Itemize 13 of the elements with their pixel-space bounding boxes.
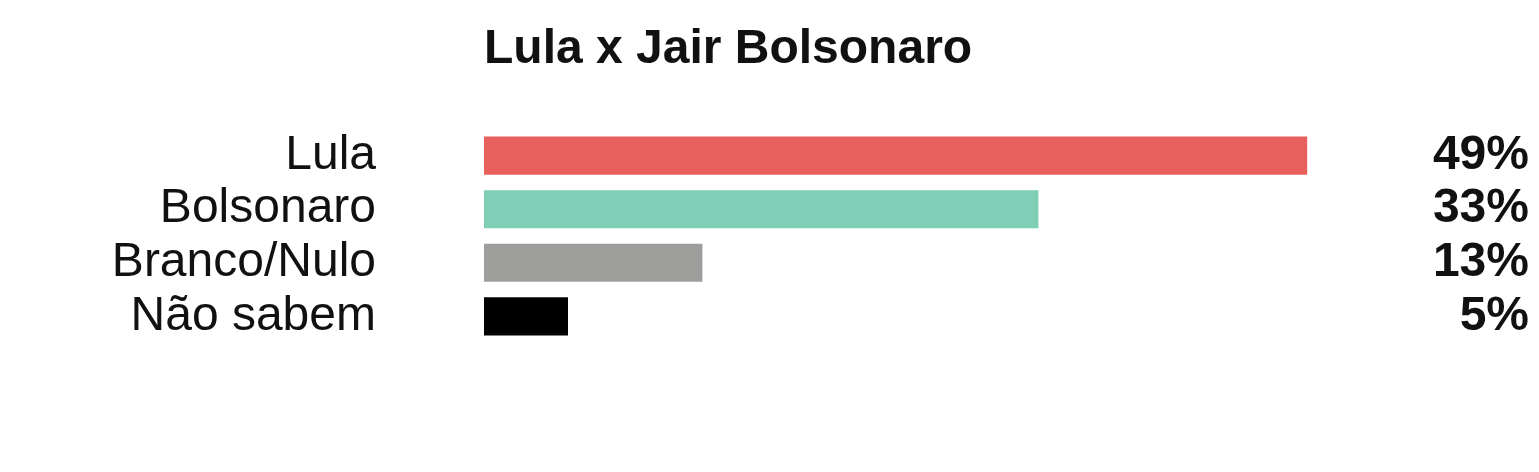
y-tick-label: Lula <box>285 125 377 179</box>
data-label: 33% <box>1432 179 1529 233</box>
y-tick-label: Não sabem <box>130 286 376 340</box>
bar <box>484 297 568 336</box>
chart-title: Lula x Jair Bolsonaro <box>484 20 973 74</box>
data-label: 5% <box>1459 286 1529 340</box>
bar <box>484 190 1039 229</box>
bar <box>484 243 703 282</box>
data-label: 49% <box>1432 125 1529 179</box>
bar <box>484 136 1308 175</box>
y-tick-label: Branco/Nulo <box>111 233 376 287</box>
y-tick-label: Bolsonaro <box>159 179 376 233</box>
data-label: 13% <box>1432 233 1529 287</box>
